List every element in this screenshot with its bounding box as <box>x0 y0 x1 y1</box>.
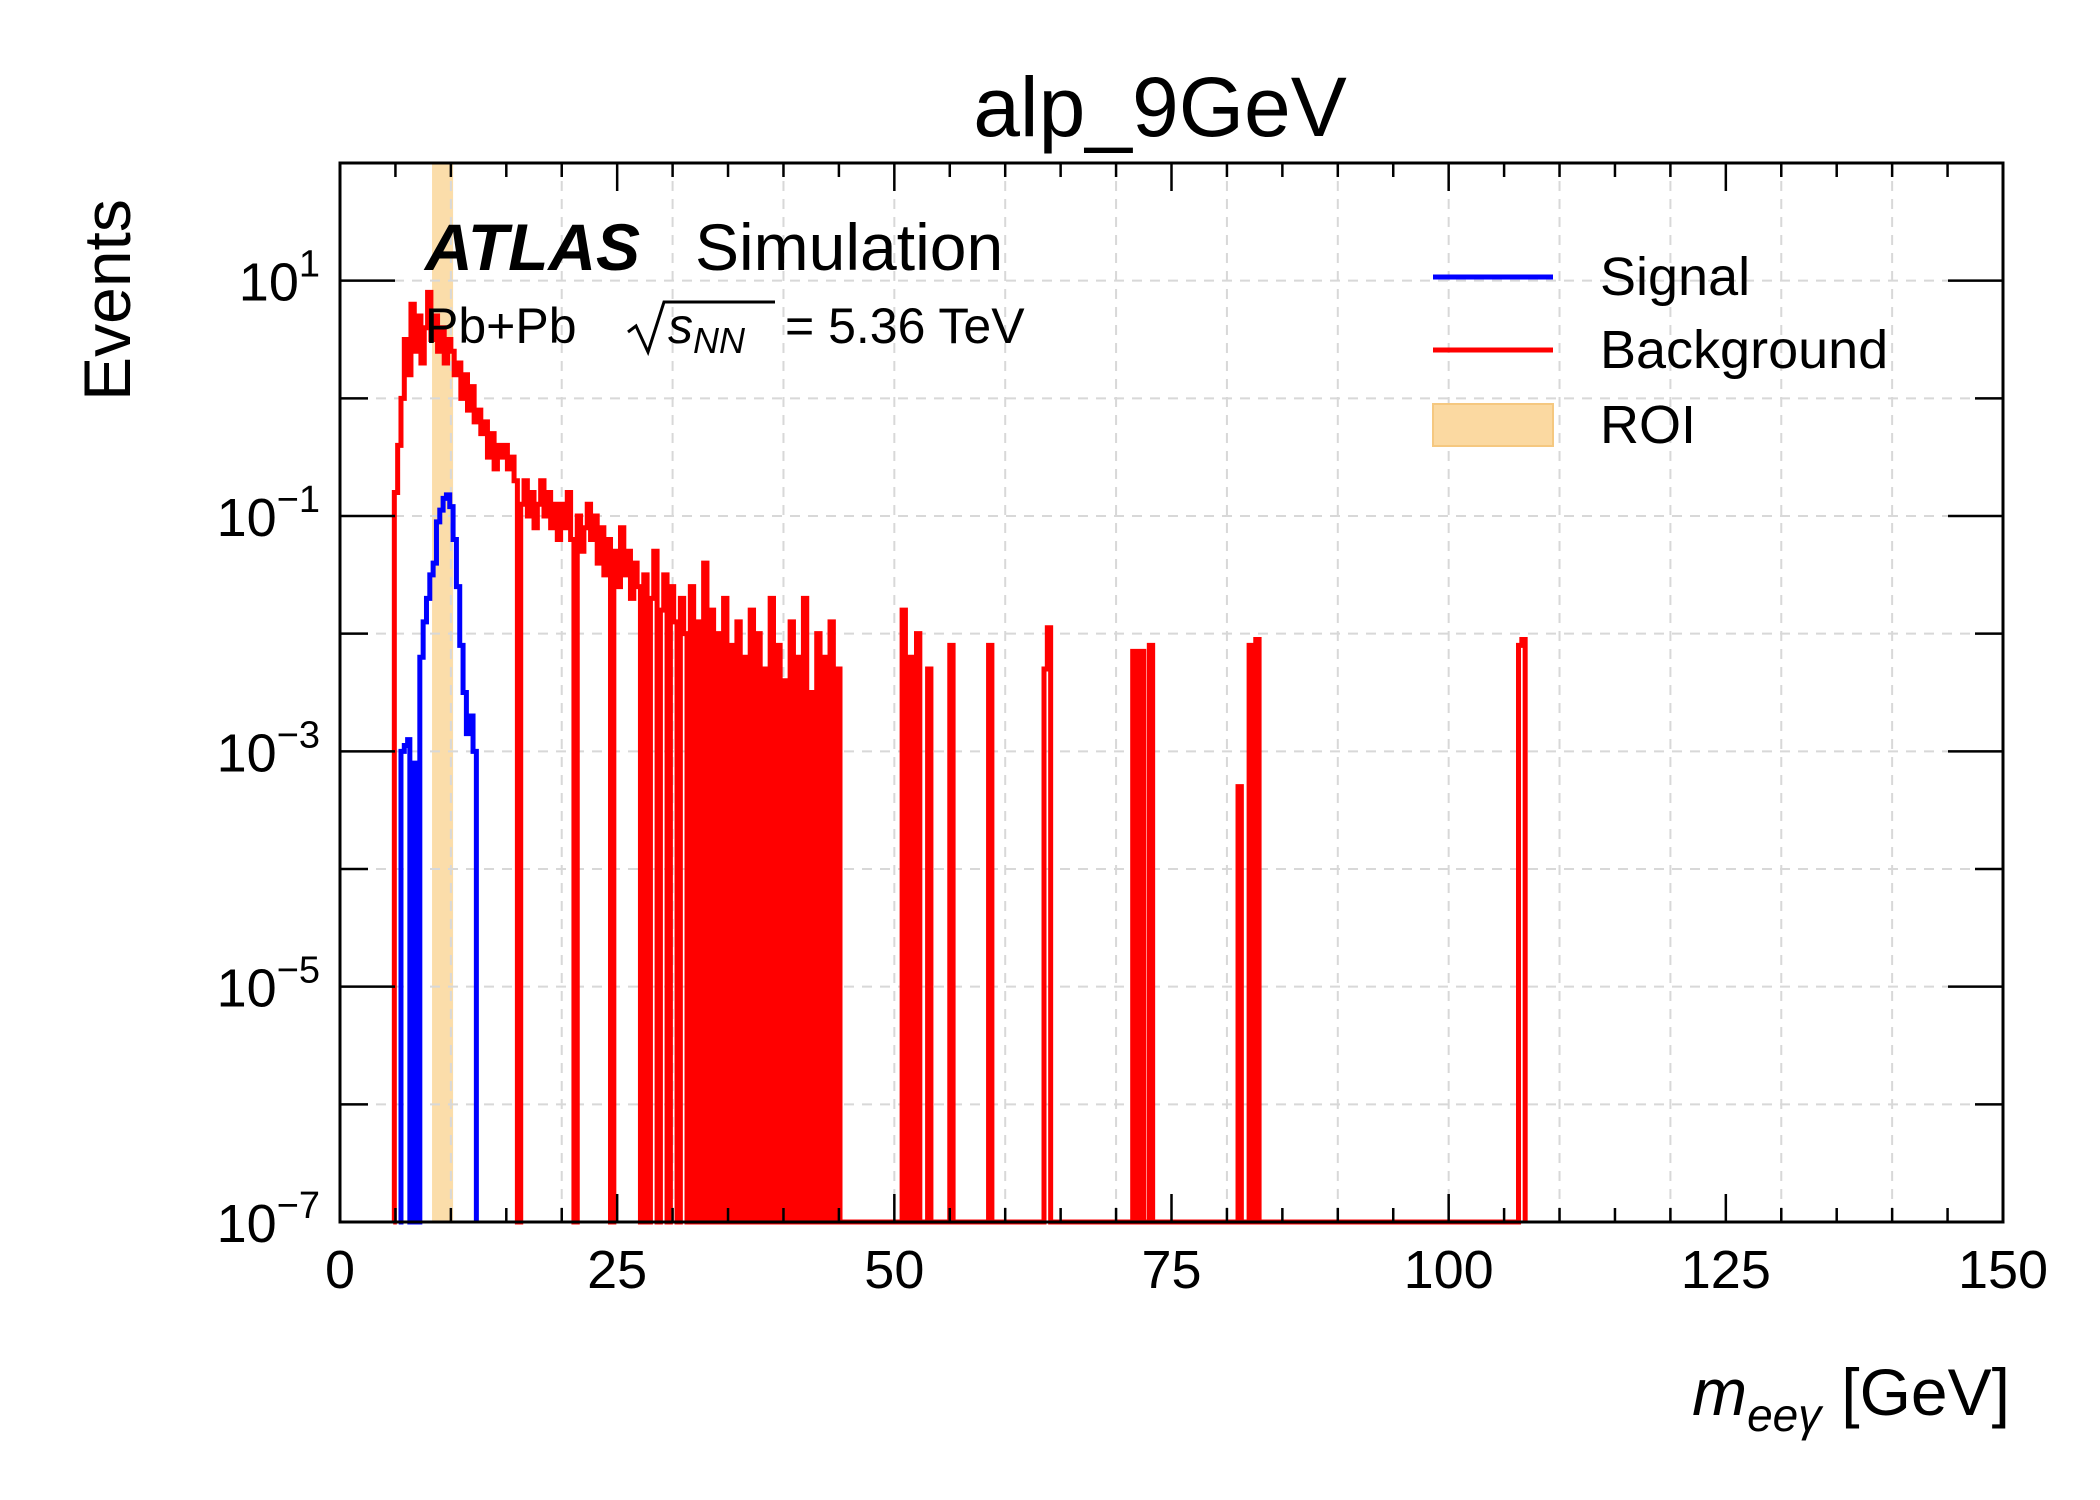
series-background-line <box>391 289 1528 1225</box>
x-axis-label-sub: eeγ <box>1747 1389 1824 1441</box>
sqrt-symbol <box>627 300 775 357</box>
x-axis-label: meeγ [GeV] <box>1692 1355 2010 1441</box>
x-tick-label: 50 <box>864 1240 924 1300</box>
collision-prefix: Pb+Pb <box>425 298 577 354</box>
legend-roi-label: ROI <box>1600 395 1696 455</box>
y-tick-base: 10 <box>217 959 277 1019</box>
x-tick-label: 25 <box>587 1240 647 1300</box>
y-tick-label: 10−3 <box>217 714 320 783</box>
y-tick-exponent: −1 <box>277 479 320 521</box>
legend-roi-swatch <box>1432 403 1554 447</box>
y-tick-base: 10 <box>217 488 277 548</box>
y-tick-label: 10−5 <box>217 950 320 1019</box>
x-tick-label: 100 <box>1404 1240 1494 1300</box>
collision-energy: = 5.36 TeV <box>785 298 1025 354</box>
y-tick-base: 10 <box>239 253 299 313</box>
x-axis-label-var: m <box>1692 1355 1747 1429</box>
y-tick-label: 101 <box>239 244 320 313</box>
y-tick-exponent: 1 <box>299 244 320 286</box>
y-axis-label-group: Events <box>70 199 144 401</box>
y-tick-label: 10−7 <box>217 1185 320 1254</box>
x-axis-label-unit: [GeV] <box>1841 1355 2010 1429</box>
collision-info: Pb+Pb <box>425 298 577 354</box>
sqrt-var: s <box>668 298 693 354</box>
atlas-experiment-label: ATLAS <box>423 210 640 284</box>
y-tick-exponent: −3 <box>277 714 320 756</box>
legend: Signal Background ROI <box>1432 247 1888 455</box>
x-tick-label: 125 <box>1681 1240 1771 1300</box>
roi-band <box>432 163 454 1222</box>
y-tick-label: 10−1 <box>217 479 320 548</box>
y-tick-base: 10 <box>217 1194 277 1254</box>
atlas-annotation: ATLAS Simulation Pb+Pb sNN = 5.36 TeV <box>423 210 1025 361</box>
sqrt-variable: sNN <box>668 298 746 361</box>
y-axis-label: Events <box>70 199 144 401</box>
legend-signal-label: Signal <box>1600 247 1750 307</box>
atlas-simulation-label: Simulation <box>695 210 1003 284</box>
y-tick-exponent: −5 <box>277 950 320 992</box>
x-tick-label: 75 <box>1141 1240 1201 1300</box>
y-tick-exponent: −7 <box>277 1185 320 1227</box>
x-tick-label: 150 <box>1958 1240 2048 1300</box>
y-tick-base: 10 <box>217 723 277 783</box>
sqrt-sub: NN <box>693 320 746 361</box>
legend-background-label: Background <box>1600 320 1888 380</box>
chart-title: alp_9GeV <box>973 60 1347 154</box>
x-tick-label: 0 <box>325 1240 355 1300</box>
